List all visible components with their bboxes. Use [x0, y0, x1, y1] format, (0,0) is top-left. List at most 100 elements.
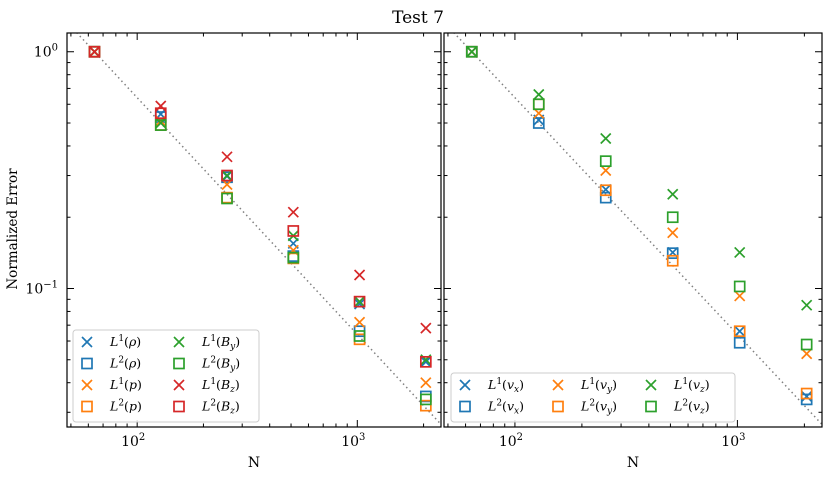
legend-label-open: (: [124, 399, 129, 414]
square-marker: [532, 98, 545, 111]
legend-label-var: B: [220, 356, 230, 371]
square-marker: [221, 169, 233, 182]
legend-item: L1(vz): [645, 377, 710, 395]
x-marker: [420, 377, 432, 389]
square-marker: [353, 330, 366, 342]
square-marker: [419, 355, 432, 368]
legend-label-var: B: [220, 334, 230, 349]
legend-label-open: (: [502, 399, 507, 414]
legend-label: L1(vy): [580, 377, 617, 395]
legend-marker-stroke: [173, 336, 185, 348]
legend-label-open: (: [595, 399, 600, 414]
x-marker-stroke: [420, 377, 432, 389]
legend-label-power: 2: [118, 399, 124, 409]
legend-label-power: 2: [210, 399, 216, 409]
x-tick-exponent: 3: [739, 432, 745, 443]
x-marker: [353, 316, 366, 328]
x-marker-stroke: [221, 151, 233, 163]
square-marker: [666, 254, 679, 267]
legend-label: L1(p): [109, 377, 142, 392]
x-marker: [466, 46, 478, 58]
legend-square-marker: [81, 357, 93, 370]
legend-label-power: 1: [118, 377, 124, 387]
x-marker: [155, 100, 167, 112]
legend-label-open: (: [595, 377, 600, 392]
x-marker: [801, 390, 813, 403]
legend-x-marker: [173, 379, 185, 391]
legend-x-marker: [81, 336, 93, 348]
legend-label-sub: y: [606, 407, 613, 417]
legend-label: L1(By): [201, 334, 240, 352]
legend-label-L: L: [487, 377, 496, 392]
square-marker: [733, 336, 746, 349]
legend-label-L: L: [201, 334, 210, 349]
legend-label: L2(By): [201, 356, 240, 374]
legend-label-power: 2: [682, 399, 688, 409]
legend-label-L: L: [109, 334, 118, 349]
legend-item: L2(ρ): [81, 356, 141, 371]
legend-label: L2(p): [109, 399, 142, 414]
legend: L1(ρ)L2(ρ)L1(p)L2(p)L1(By)L2(By)L1(Bz)L2…: [72, 329, 260, 423]
x-marker-stroke: [667, 188, 679, 200]
legend-label-open: (: [216, 356, 221, 371]
legend-label: L2(Bz): [201, 399, 240, 417]
x-tick-label: 103: [341, 432, 365, 450]
x-marker-stroke: [287, 206, 299, 218]
legend-label-sub: x: [514, 385, 519, 395]
legend-label-power: 1: [496, 377, 502, 387]
square-marker: [221, 192, 233, 205]
square-marker: [733, 280, 746, 293]
legend-label-close: ): [137, 377, 142, 392]
legend-label-power: 2: [118, 356, 124, 366]
x-marker: [600, 164, 612, 177]
legend-label-sub: z: [229, 407, 235, 417]
y-axis-label: Normalized Error: [5, 168, 21, 290]
legend-label-open: (: [502, 377, 507, 392]
legend-label-power: 2: [589, 399, 595, 409]
axes-frame: [443, 32, 823, 428]
x-marker-stroke: [734, 325, 746, 337]
square-marker: [419, 399, 432, 412]
legend-label-close: ): [136, 334, 141, 349]
series-L1(Bz): [88, 46, 432, 334]
legend-item: L2(Bz): [173, 399, 240, 417]
legend-item: L2(vx): [459, 399, 524, 417]
x-marker-stroke: [353, 296, 366, 308]
x-marker-stroke: [466, 46, 478, 58]
legend-label-close: ): [612, 377, 617, 392]
legend-label-power: 1: [210, 377, 216, 387]
legend-label: L2(vy): [580, 399, 617, 417]
x-marker: [734, 325, 746, 337]
legend-x-marker: [552, 379, 564, 391]
legend-label-sub: z: [229, 385, 235, 395]
x-marker-stroke: [353, 316, 366, 328]
legend-square-marker: [173, 357, 185, 370]
legend-label-var: v: [507, 399, 514, 414]
legend-label-sub: y: [606, 385, 613, 395]
legend-label-close: ): [235, 399, 240, 414]
legend-label-L: L: [580, 377, 589, 392]
legend-label-close: ): [235, 356, 240, 371]
legend-label-var: v: [600, 399, 607, 414]
legend-marker-stroke: [645, 379, 657, 391]
square-marker: [419, 393, 432, 406]
square-marker: [154, 107, 167, 120]
square-marker: [532, 98, 545, 111]
square-marker: [666, 211, 679, 224]
legend-label-L: L: [201, 377, 210, 392]
square-marker: [287, 225, 300, 237]
x-marker: [667, 227, 679, 239]
x-tick-exponent: 2: [517, 432, 523, 443]
legend-label-power: 1: [589, 377, 595, 387]
legend-label-close: ): [705, 377, 710, 392]
x-axis-label: N: [248, 455, 260, 471]
x-marker-stroke: [600, 132, 612, 145]
legend-square-marker: [81, 400, 93, 413]
legend-label-power: 2: [210, 356, 216, 366]
legend-label-var: ρ: [128, 334, 137, 349]
legend-label: L1(vx): [487, 377, 524, 395]
data-markers: [465, 45, 813, 406]
legend-x-marker: [645, 379, 657, 391]
x-marker-stroke: [600, 164, 612, 177]
